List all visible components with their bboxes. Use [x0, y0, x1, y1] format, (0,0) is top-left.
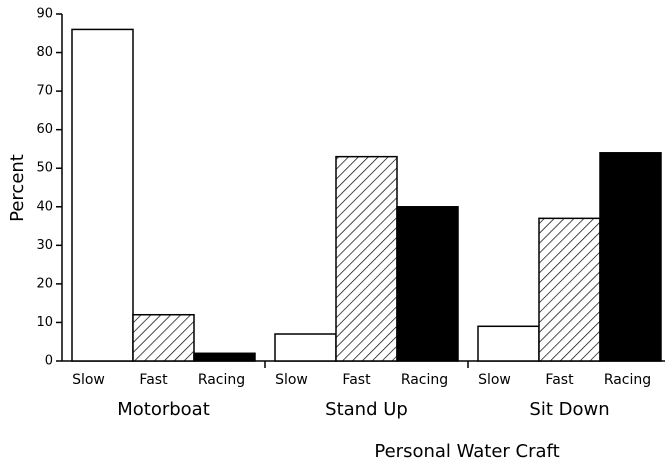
- y-tick-label: 60: [36, 122, 53, 137]
- bar: [274, 333, 337, 362]
- bar: [193, 352, 256, 362]
- x-tick-label: Sit Down: [529, 399, 609, 420]
- series-label: Fast: [139, 372, 168, 388]
- series-label: Racing: [401, 372, 448, 388]
- x-tick-label: Motorboat: [117, 399, 210, 420]
- y-tick-label: 50: [36, 161, 53, 176]
- series-label: Racing: [198, 372, 245, 388]
- annotation: Personal Water Craft: [374, 441, 559, 462]
- x-tick-label: Stand Up: [325, 399, 408, 420]
- bar: [335, 155, 398, 362]
- series-label: Racing: [604, 372, 651, 388]
- bar: [477, 325, 540, 362]
- series-label: Slow: [275, 372, 308, 388]
- series-label: Fast: [545, 372, 574, 388]
- y-tick-label: 10: [36, 315, 53, 330]
- y-tick-label: 30: [36, 238, 53, 253]
- series-label: Slow: [478, 372, 511, 388]
- y-tick-label: 40: [36, 199, 53, 214]
- series-label: Fast: [342, 372, 371, 388]
- y-axis-label: Percent: [7, 154, 28, 222]
- bar: [71, 28, 134, 362]
- bar: [538, 217, 601, 362]
- bar: [132, 313, 195, 362]
- y-tick-label: 70: [36, 84, 53, 99]
- bar: [396, 206, 459, 362]
- y-tick-label: 0: [45, 354, 53, 369]
- y-tick-label: 90: [36, 7, 53, 22]
- y-tick-label: 20: [36, 276, 53, 291]
- series-label: Slow: [72, 372, 105, 388]
- bar: [599, 152, 662, 362]
- y-tick-label: 80: [36, 45, 53, 60]
